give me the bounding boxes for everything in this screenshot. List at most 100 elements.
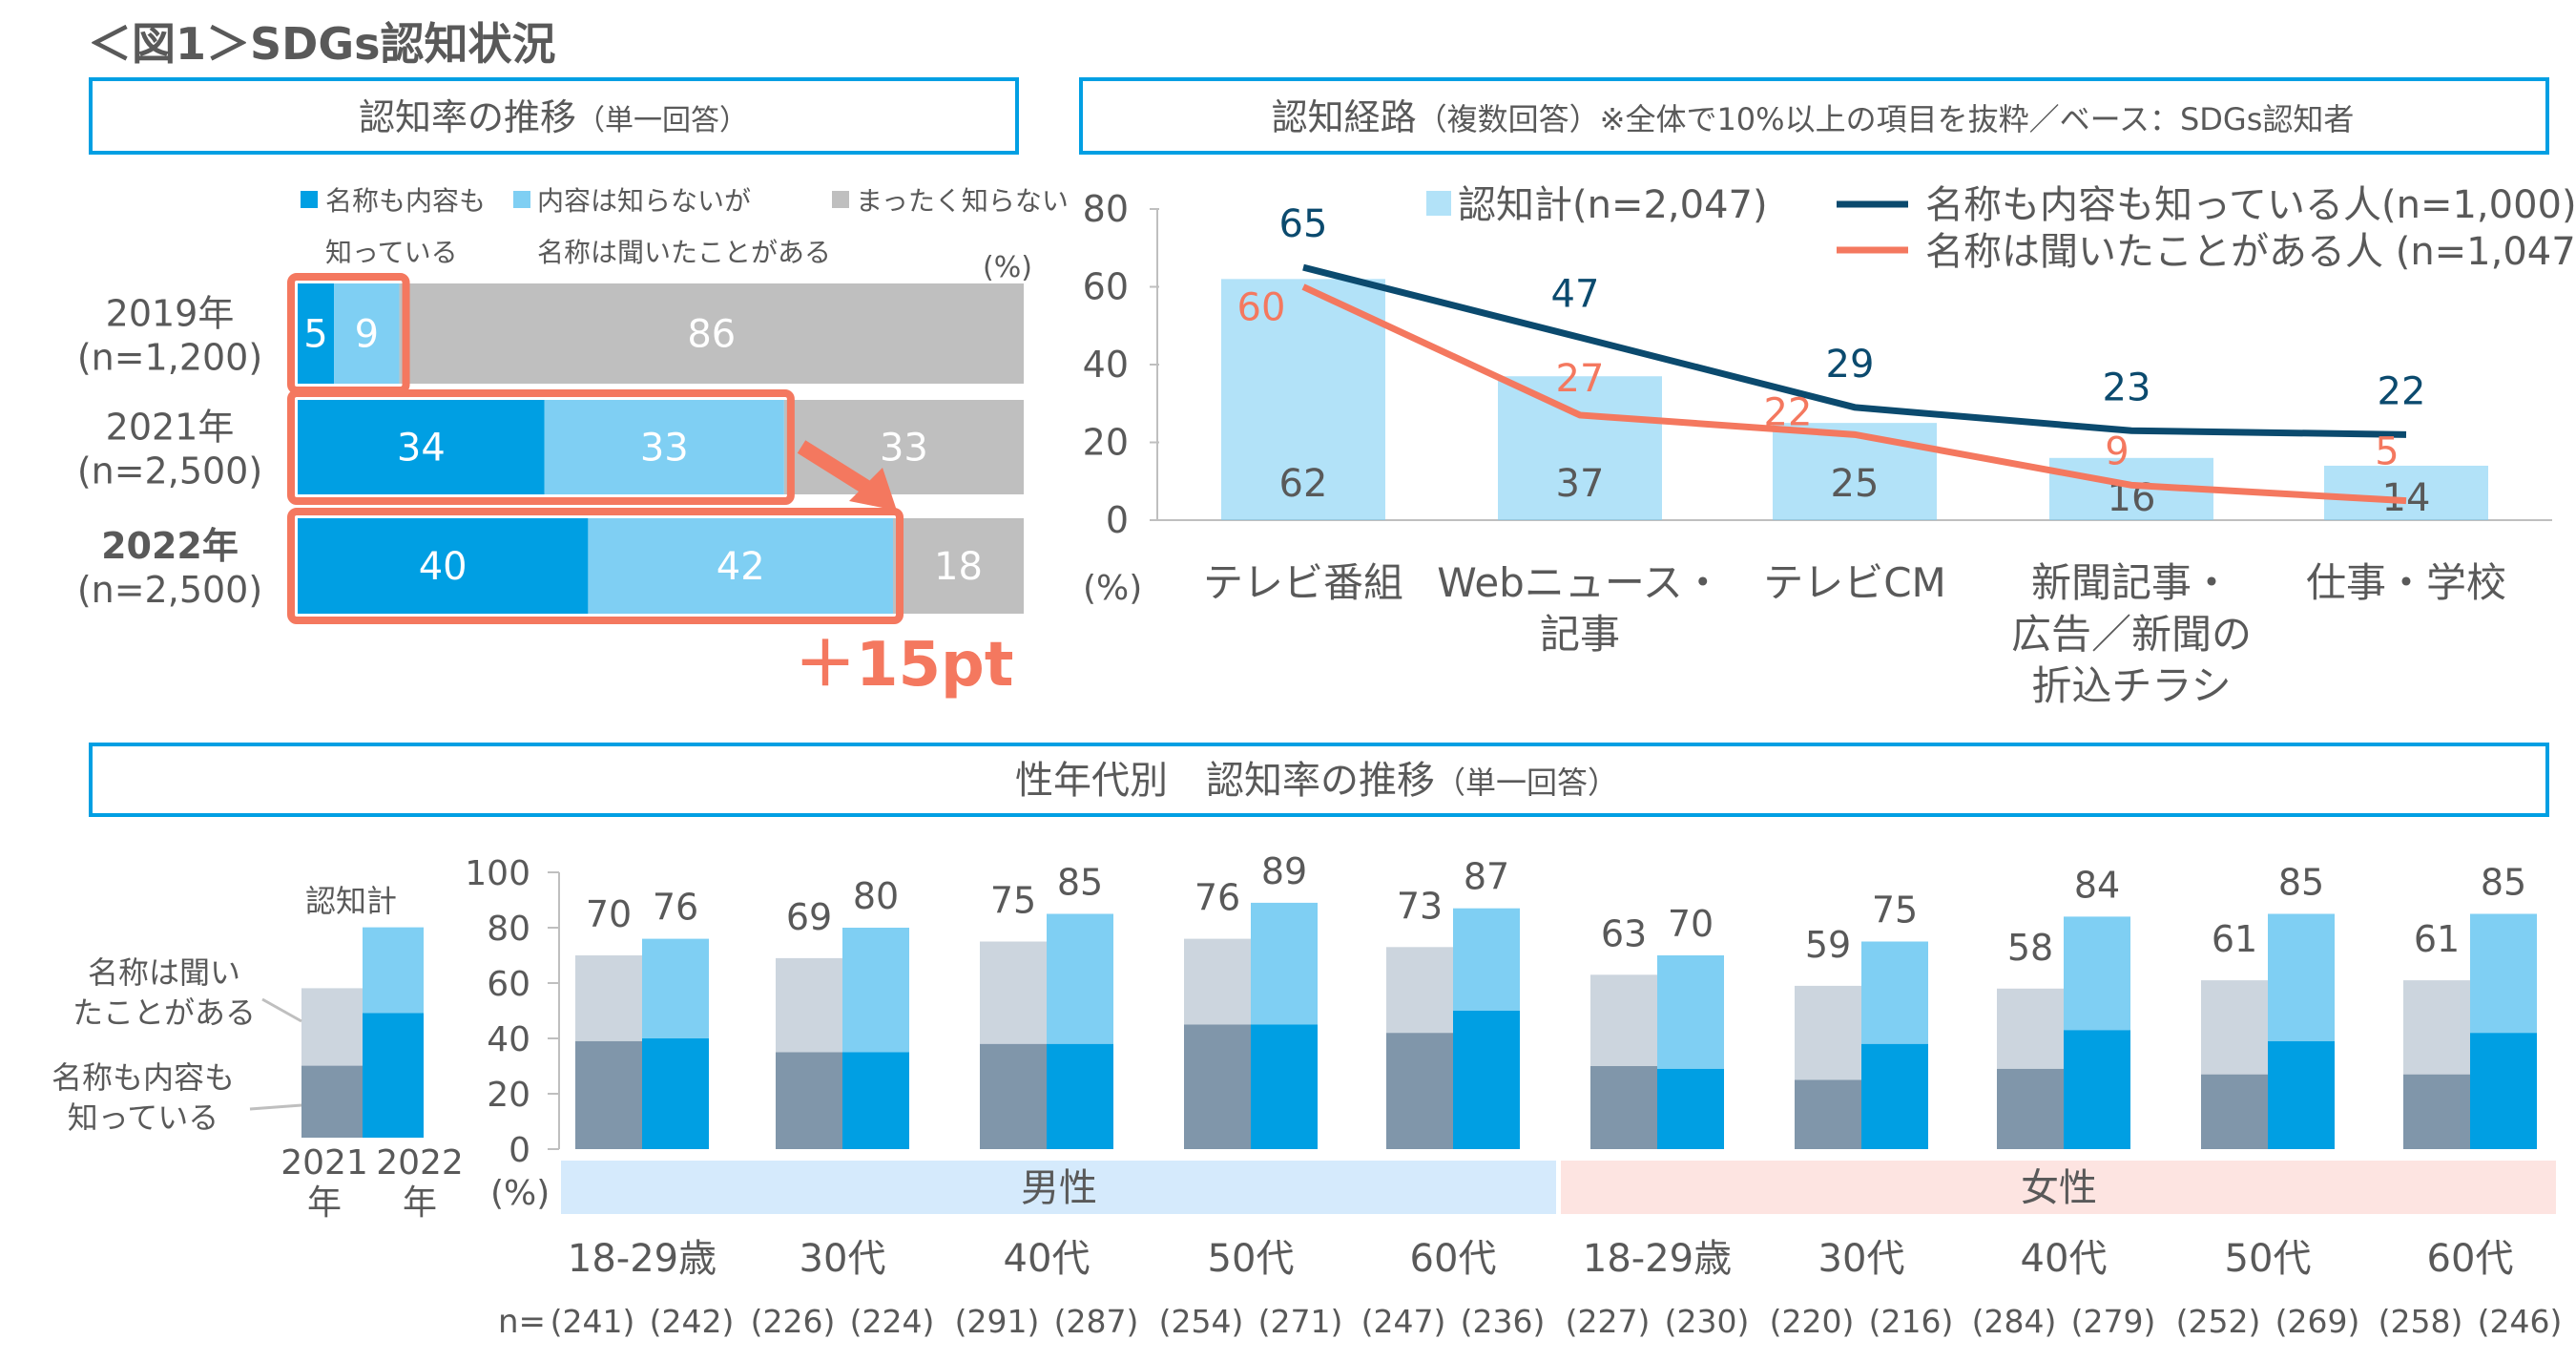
age-group-label: 50代 — [2225, 1237, 2312, 1281]
bar-2022-full-known — [2268, 1040, 2335, 1149]
stacked-bar-segment — [399, 283, 1024, 384]
row-year-label: 2022年 — [101, 525, 239, 567]
panel2-title: 認知経路（複数回答）※全体で10%以上の項目を抜粋／ベース：SDGs認知者 — [1272, 96, 2355, 138]
bar-2022-name-only — [1657, 955, 1724, 1069]
age-group-label: 40代 — [1004, 1237, 1091, 1281]
legend-bar-name-only — [363, 927, 424, 1014]
bar-2021-name-only — [980, 941, 1047, 1044]
n-prefix: n= — [498, 1303, 546, 1341]
segment-value-label: 42 — [717, 545, 765, 589]
y-tick-label: 80 — [487, 910, 530, 949]
bar-value-label: 62 — [1279, 462, 1328, 506]
bar-2021-name-only — [1184, 938, 1251, 1025]
sample-size-label: (227) — [1566, 1303, 1651, 1340]
navy-line-value-label: 23 — [2103, 366, 2151, 409]
panel2-chart: 020406080(%)62テレビ番組37Webニュース・記事25テレビCM16… — [1083, 183, 2576, 709]
bar-2022-full-known — [1861, 1043, 1928, 1149]
bar-2022-name-only — [642, 938, 709, 1038]
stacked-bar-segment — [783, 400, 1024, 494]
increase-arrow-head — [849, 468, 897, 511]
row-n-label: (n=1,200) — [77, 337, 262, 379]
age-group-label: 18-29歳 — [568, 1237, 717, 1281]
age-group-label: 18-29歳 — [1583, 1237, 1732, 1281]
legend-full-line1: 名称も内容も — [52, 1059, 235, 1096]
bar-2021-full-known — [2201, 1074, 2268, 1149]
y-tick-label: 40 — [1083, 344, 1129, 386]
legend-swatch-bar — [1426, 191, 1451, 216]
bar-total-label: 75 — [990, 880, 1036, 922]
segment-value-label: 33 — [880, 427, 928, 471]
legend-full-line2: 知っている — [325, 237, 458, 268]
segment-value-label: 5 — [303, 313, 327, 357]
bar-total-label: 76 — [1195, 877, 1240, 919]
bar-2022-name-only — [842, 928, 909, 1053]
bar-aware-total — [1498, 376, 1662, 520]
male-band — [561, 1161, 1556, 1214]
legend-year-suffix: 年 — [403, 1183, 437, 1223]
sample-size-label: (271) — [1258, 1303, 1343, 1340]
line-name-only — [1301, 283, 2407, 505]
category-label: テレビCM — [1763, 559, 1946, 606]
category-label: 記事 — [1540, 611, 1620, 658]
bar-2021-full-known — [1997, 1068, 2064, 1149]
bar-total-label: 69 — [786, 896, 832, 938]
legend-year-label: 2022 — [376, 1143, 464, 1183]
bar-2022-name-only — [2470, 913, 2537, 1034]
panel1-header-frame — [89, 77, 1019, 155]
category-label: 折込チラシ — [2031, 662, 2231, 709]
y-tick-label: 0 — [509, 1131, 530, 1170]
sample-size-label: (269) — [2275, 1303, 2360, 1340]
segment-value-label: 40 — [419, 545, 467, 589]
stacked-bar-segment — [544, 400, 784, 494]
legend-orange-label: 名称は聞いたことがある人 (n=1,047) — [1925, 230, 2576, 274]
age-group-label: 30代 — [800, 1237, 886, 1281]
bar-2021-name-only — [2201, 980, 2268, 1075]
bar-total-label: 75 — [1872, 890, 1918, 932]
sample-size-label: (279) — [2071, 1303, 2156, 1340]
bar-2022-name-only — [1861, 941, 1928, 1044]
sample-size-label: (247) — [1361, 1303, 1446, 1340]
female-label: 女性 — [2021, 1166, 2097, 1210]
sample-size-label: (287) — [1054, 1303, 1139, 1340]
bar-aware-total — [1221, 279, 1385, 520]
y-tick-label: 60 — [1083, 266, 1129, 308]
bar-2021-full-known — [1795, 1079, 1861, 1149]
stacked-bar-segment — [298, 400, 545, 494]
legend-navy-label: 名称も内容も知っている人(n=1,000) — [1925, 183, 2576, 227]
panel1-unit: (%) — [983, 251, 1032, 284]
legend-swatch-unknown — [832, 191, 849, 208]
bar-total-label: 70 — [1668, 903, 1714, 945]
bar-total-label: 85 — [2481, 862, 2526, 904]
bar-value-label: 25 — [1831, 462, 1880, 506]
legend-leader-line — [249, 1103, 302, 1111]
bar-2022-full-known — [2064, 1030, 2130, 1149]
category-label: 仕事・学校 — [2306, 559, 2506, 606]
bar-total-label: 63 — [1601, 912, 1647, 954]
age-group-label: 30代 — [1818, 1237, 1905, 1281]
sample-size-label: (242) — [650, 1303, 735, 1340]
bar-value-label: 37 — [1556, 462, 1605, 506]
row-year-label: 2019年 — [106, 293, 235, 335]
panel2-header-frame — [1079, 77, 2549, 155]
sample-size-label: (226) — [751, 1303, 836, 1340]
y-tick-label: 60 — [487, 965, 530, 1004]
highlight-increase: ＋15pt — [795, 630, 1013, 701]
bar-2021-full-known — [1386, 1033, 1453, 1149]
bar-2022-name-only — [1251, 902, 1318, 1025]
bar-total-label: 89 — [1261, 850, 1307, 892]
legend-swatch-name-only — [513, 191, 530, 208]
bar-2021-name-only — [2403, 980, 2470, 1075]
y-tick-label: 100 — [465, 854, 530, 893]
male-label: 男性 — [1021, 1166, 1097, 1210]
bar-2021-name-only — [575, 955, 642, 1041]
legend-name-only-line2: たことがある — [73, 995, 256, 1031]
bar-2022-name-only — [2268, 913, 2335, 1041]
bar-2022-full-known — [2470, 1033, 2537, 1149]
navy-line-value-label: 65 — [1279, 202, 1328, 246]
sample-size-label: (241) — [551, 1303, 635, 1340]
navy-line-value-label: 29 — [1826, 343, 1875, 387]
legend-bar-label: 認知計(n=2,047) — [1458, 183, 1768, 227]
figure-title: ＜図1＞SDGs認知状況 — [88, 18, 555, 70]
